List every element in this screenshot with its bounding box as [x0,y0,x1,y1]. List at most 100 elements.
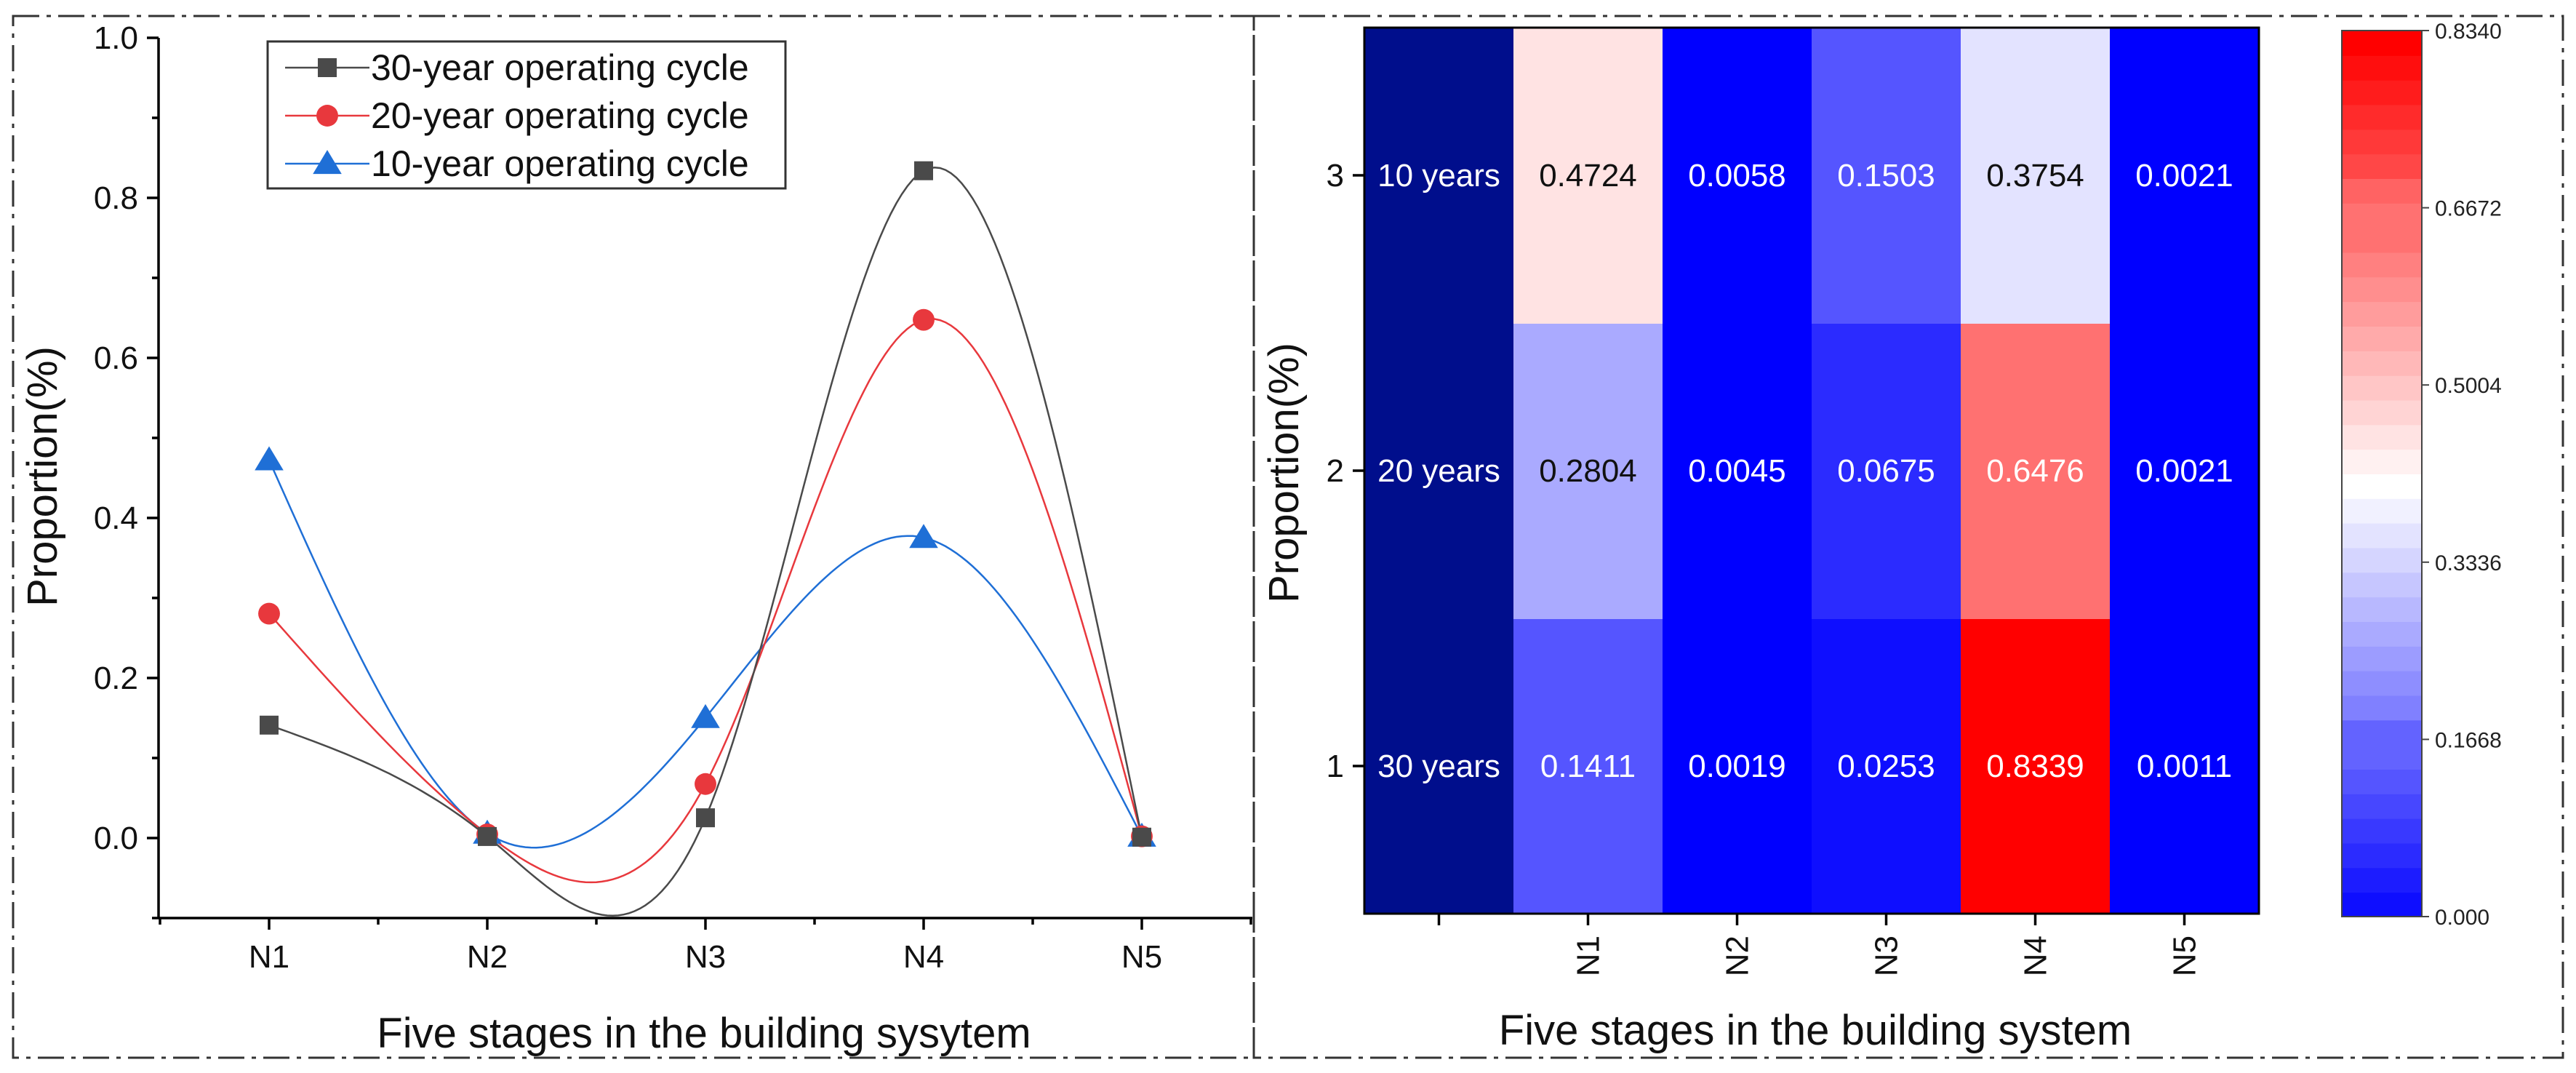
colorbar-segment [2342,645,2422,671]
colorbar-segment [2342,202,2422,228]
heatmap-chart: 30 years 0.1411 0.0019 0.0253 0.8339 0.001120… [1260,20,2502,1054]
cell-value-label: 0.1503 [1837,158,1935,194]
colorbar-segment [2342,276,2422,303]
colorbar-segment [2342,399,2422,426]
colorbar-segment [2342,252,2422,278]
row-label-cell [1364,618,1514,914]
colorbar-segment [2342,547,2422,573]
data-point-square [318,58,337,77]
y-tick-label: 0.0 [94,821,138,856]
colorbar-segment [2342,867,2422,893]
colorbar-segment [2342,597,2422,622]
colorbar-segment [2342,522,2422,549]
cell-value-label: 0.1411 [1540,749,1636,784]
heatmap-cell [1513,323,1663,619]
colorbar-segment [2342,769,2422,794]
colorbar-segment [2342,498,2422,524]
heatmap-x-axis-title: Five stages in the building system [1499,1007,2132,1054]
colorbar-segment [2342,375,2422,401]
colorbar-segment [2342,892,2422,917]
cell-value-label: 0.0045 [1688,453,1786,489]
colorbar-tick-label: 0.000 [2435,906,2489,930]
cell-value-label: 0.0253 [1837,749,1935,784]
legend-label: 20-year operating cycle [371,95,749,136]
colorbar-segment [2342,818,2422,844]
colorbar-tick-label: 0.6672 [2435,197,2502,221]
data-point-square [478,826,497,846]
cell-value-label: 0.2804 [1539,453,1637,489]
heatmap-cell [1663,323,1812,619]
heatmap-y-tick-label: 1 [1327,749,1344,784]
row-label-cell [1364,323,1514,619]
heatmap-cell [1663,618,1812,914]
legend-label: 30-year operating cycle [371,47,749,88]
y-tick-label: 0.6 [94,340,138,376]
heatmap-cell [1513,28,1663,324]
heatmap-y-axis-title: Proportion(%) [1260,343,1308,603]
colorbar-segment [2342,350,2422,376]
data-point-circle [913,308,935,331]
x-tick-label: N5 [1121,939,1162,975]
y-tick-label: 1.0 [94,20,138,56]
cell-value-label: 0.0021 [2135,158,2233,194]
colorbar-segment [2342,301,2422,327]
data-point-square [260,715,279,735]
y-tick-label: 0.8 [94,180,138,216]
legend-label: 10-year operating cycle [371,143,749,184]
heatmap-x-tick-label: N5 [2167,936,2203,976]
data-point-circle [316,105,338,127]
row-label: 30 years [1377,749,1500,784]
colorbar-segment [2342,572,2422,598]
cell-value-label: 0.0058 [1688,158,1786,194]
colorbar-tick-label: 0.8340 [2435,20,2502,44]
heatmap-cells: 30 years 0.1411 0.0019 0.0253 0.8339 0.0011 20… [1364,28,2260,914]
heatmap-cell [1961,323,2111,619]
x-tick-label: N1 [249,939,289,975]
heatmap-cell [1812,323,1961,619]
data-point-triangle [691,703,720,728]
colorbar-segment [2342,793,2422,819]
cell-value-label: 0.0021 [2135,453,2233,489]
data-point-square [914,161,933,180]
cell-value-label: 0.3754 [1986,158,2084,194]
colorbar-segment [2342,474,2422,499]
right-panel-frame [1252,15,2564,1059]
heatmap-x-tick-label: N2 [1720,936,1756,976]
colorbar-segment [2342,621,2422,647]
row-label: 10 years [1377,158,1500,194]
cell-value-label: 0.8339 [1986,749,2084,784]
cell-value-label: 0.0675 [1837,453,1935,489]
colorbar-segment [2342,129,2422,155]
heatmap-cell [2110,323,2260,619]
colorbar-segment [2342,695,2422,721]
heatmap-cell [1961,28,2111,324]
colorbar-tick-label: 0.1668 [2435,728,2502,752]
line-chart: 0.0 0.2 0.4 0.6 0.8 1.0 N1 N2 N3 N4 N5 Five stage… [19,20,1252,1057]
colorbar-segment [2342,153,2422,179]
colorbar-segment [2342,31,2422,56]
colorbar-segment [2342,104,2422,130]
colorbar-segment [2342,79,2422,105]
y-ticks: 0.0 0.2 0.4 0.6 0.8 1.0 [94,20,159,920]
heatmap-y-tick-label: 3 [1327,158,1344,194]
cell-value-label: 0.6476 [1986,453,2084,489]
line-markers [255,161,1156,847]
colorbar-border [2341,30,2423,917]
data-point-circle [258,602,280,625]
heatmap-cell [1961,618,2111,914]
data-point-triangle [255,446,284,471]
line-x-axis-title: Five stages in the building sysytem [377,1010,1031,1057]
series-line [268,318,1143,884]
data-point-triangle [909,524,938,549]
heatmap-cell [1812,28,1961,324]
heatmap-cell [2110,618,2260,914]
data-point-triangle [313,150,342,175]
colorbar-segment [2342,326,2422,351]
heatmap-cell [1513,618,1663,914]
colorbar-segment [2342,842,2422,869]
x-tick-label: N4 [903,939,944,975]
cell-value-label: 0.0011 [2137,749,2232,784]
colorbar-segment [2342,670,2422,696]
x-ticks: N1 N2 N3 N4 N5 [159,918,1252,975]
